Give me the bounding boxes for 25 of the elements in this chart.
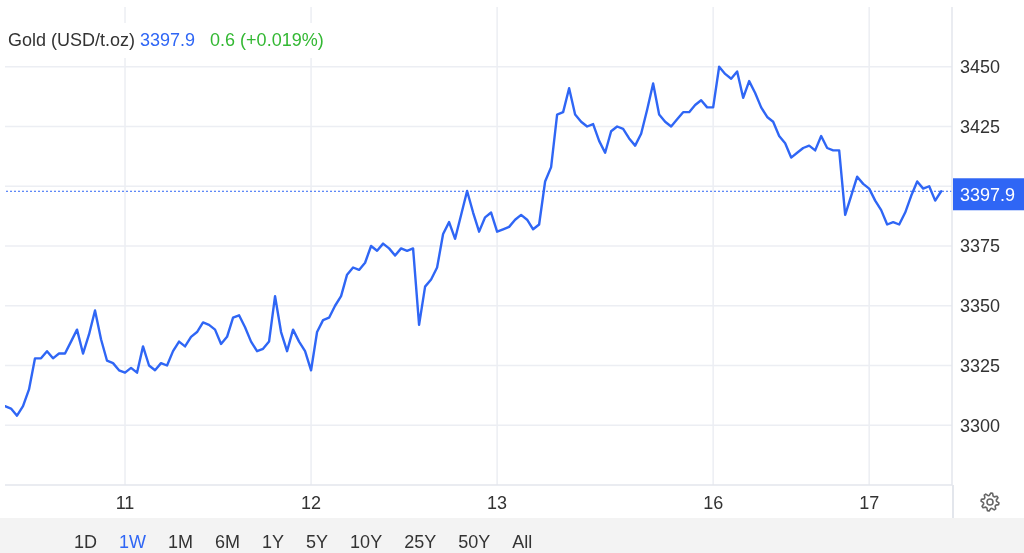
text: 1M <box>168 532 194 553</box>
y-tick-label: 3450 <box>960 57 1001 78</box>
y-tick-label: 3325 <box>960 355 1001 376</box>
y-tick-label: 3425 <box>960 116 1001 137</box>
annotation: 3397.9 <box>140 30 196 51</box>
text: 1W <box>119 532 147 553</box>
text: Gold (USD/t.oz) <box>8 30 136 51</box>
text: 5Y <box>306 532 329 553</box>
x-tick-label: 12 <box>301 492 322 513</box>
text: 10Y <box>350 532 383 553</box>
text: All <box>512 532 533 553</box>
ref-line-label: 3397.9 <box>960 184 1016 205</box>
y-tick-label: 3375 <box>960 236 1001 257</box>
x-tick-label: 11 <box>115 492 135 513</box>
x-tick-label: 16 <box>703 492 724 513</box>
text: 6M <box>215 532 241 553</box>
y-tick-label: 3300 <box>960 415 1001 436</box>
annotation: 0.6 (+0.019%) <box>210 30 324 51</box>
y-tick-label: 3350 <box>960 296 1001 317</box>
x-tick-label: 17 <box>859 492 880 513</box>
text: 50Y <box>458 532 491 553</box>
text: 1Y <box>262 532 285 553</box>
text: 25Y <box>404 532 437 553</box>
text: 1D <box>74 532 98 553</box>
x-tick-label: 13 <box>487 492 508 513</box>
